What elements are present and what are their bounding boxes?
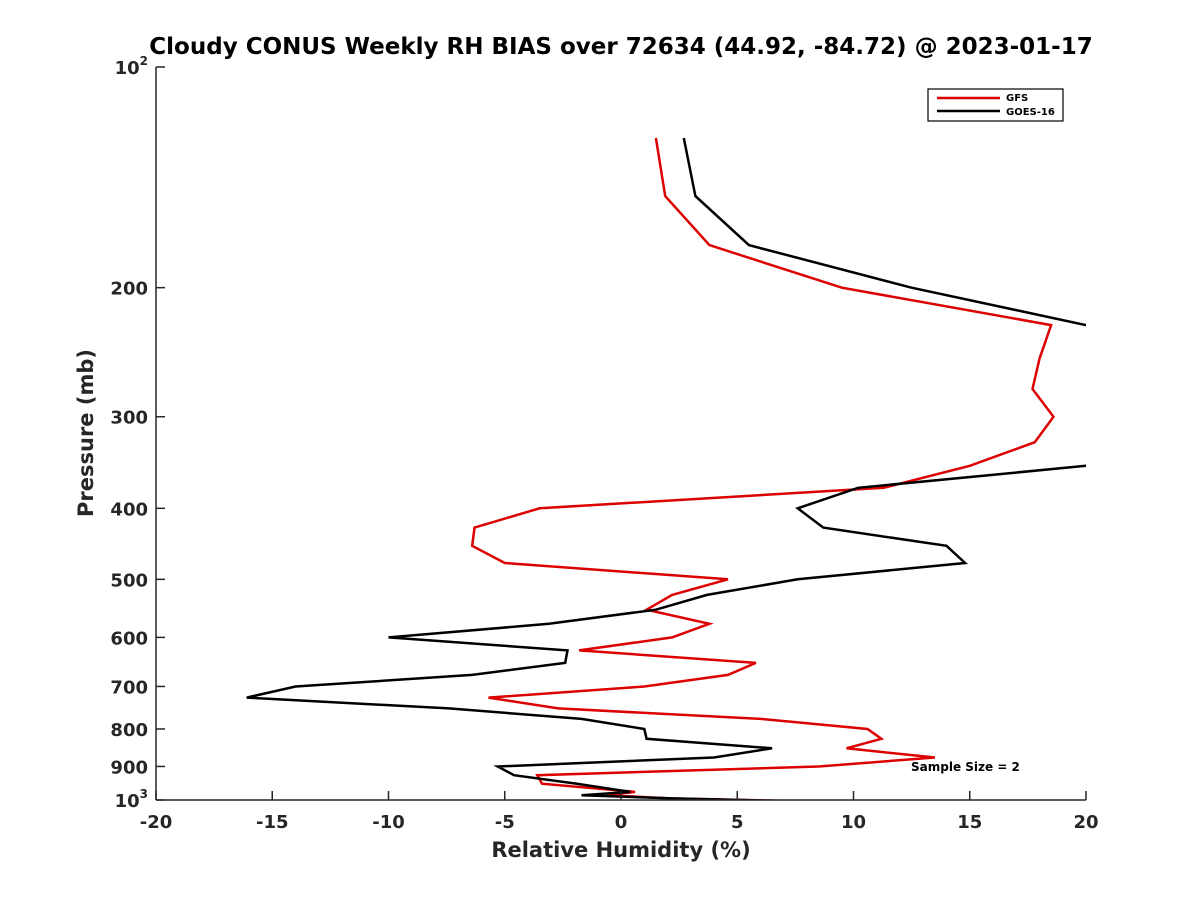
legend-box: [927, 88, 1064, 122]
x-tick-label: 15: [957, 812, 982, 833]
plot-lines: [246, 137, 1086, 800]
y-axis-label: Pressure (mb): [74, 349, 98, 517]
legend-label-goes-16: GOES-16: [1006, 107, 1055, 118]
legend: GFS GOES-16: [927, 88, 1064, 122]
y-tick-label: 800: [110, 720, 148, 741]
x-tick-label: 0: [615, 812, 628, 833]
y-tick-label: 200: [110, 279, 148, 300]
x-tick-label: -20: [140, 812, 173, 833]
x-tick-label: -5: [495, 812, 515, 833]
legend-label-gfs: GFS: [1006, 93, 1028, 104]
sample-size-annotation: Sample Size = 2: [911, 760, 1020, 774]
x-tick-label: 5: [731, 812, 744, 833]
series-line-goes-16: [246, 137, 1086, 800]
y-tick-label: 300: [110, 408, 148, 429]
y-tick-label: 400: [110, 499, 148, 520]
y-tick-label: 500: [110, 570, 148, 591]
x-tick-label: 20: [1073, 812, 1098, 833]
chart-title: Cloudy CONUS Weekly RH BIAS over 72634 (…: [149, 34, 1092, 60]
x-axis-label: Relative Humidity (%): [491, 838, 750, 862]
x-tick-label: 10: [841, 812, 866, 833]
y-tick-label: 700: [110, 677, 148, 698]
y-tick-label: 900: [110, 757, 148, 778]
x-tick-label: -10: [372, 812, 405, 833]
y-tick-label: 600: [110, 628, 148, 649]
axes: -20 -15 -10 -5 0 5 10 15 20102200300400500600700…: [110, 54, 1098, 833]
x-tick-label: -15: [256, 812, 289, 833]
